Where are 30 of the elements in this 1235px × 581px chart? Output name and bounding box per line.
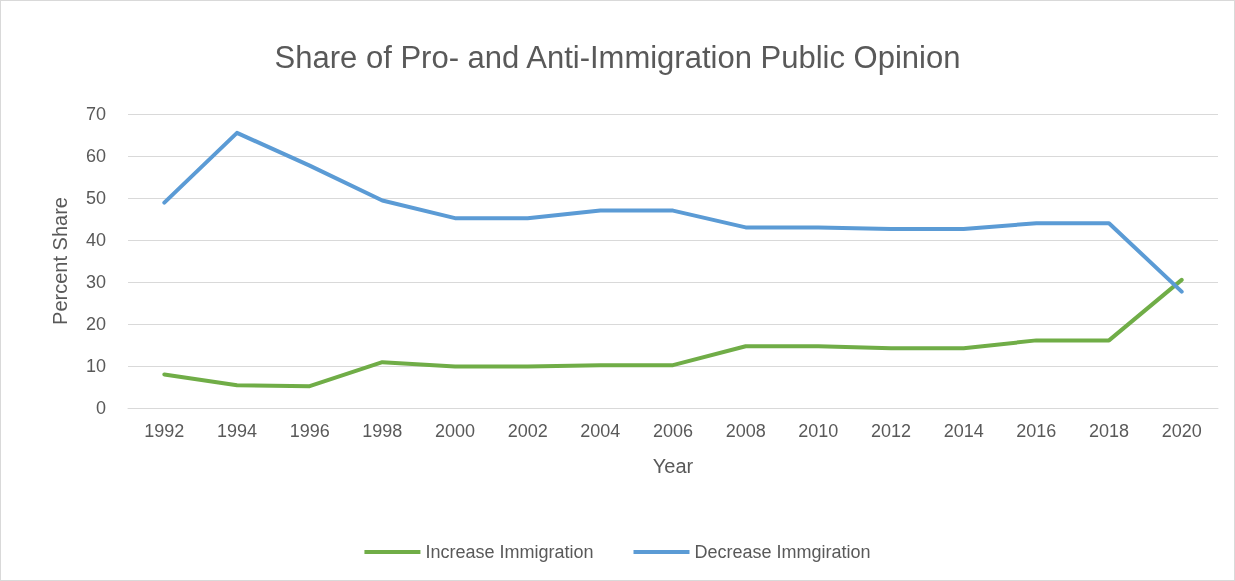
y-tick-label: 60	[85, 146, 106, 166]
x-tick-label: 2008	[725, 421, 766, 441]
x-tick-label: 2012	[870, 421, 912, 441]
x-tick-label: 1996	[289, 421, 330, 441]
x-tick-label: 2014	[943, 421, 984, 441]
y-axis-title: Percent Share	[49, 197, 71, 325]
x-tick-label: 1994	[216, 421, 258, 441]
legend-label: Increase Immigration	[425, 542, 594, 562]
chart-title: Share of Pro- and Anti-Immigration Public Opinion	[274, 40, 961, 75]
x-tick-label: 1992	[144, 421, 185, 441]
x-tick-label: 1998	[362, 421, 403, 441]
x-tick-label: 2018	[1088, 421, 1130, 441]
legend-label: Decrease Immgiration	[694, 542, 871, 562]
x-tick-label: 2016	[1016, 421, 1057, 441]
x-tick-label: 2010	[798, 421, 839, 441]
line-series	[162, 277, 1184, 389]
y-tick-label: 0	[95, 398, 106, 418]
x-axis-title: Year	[652, 455, 694, 477]
y-tick-label: 40	[85, 230, 106, 250]
y-tick-label: 70	[85, 104, 106, 124]
y-tick-label: 20	[85, 314, 106, 334]
y-tick-label: 50	[85, 188, 106, 208]
x-tick-label: 2004	[580, 421, 621, 441]
line-series	[162, 130, 1184, 294]
x-tick-label: 2020	[1161, 421, 1202, 441]
x-tick-label: 2002	[507, 421, 548, 441]
y-tick-label: 30	[85, 272, 106, 292]
y-tick-label: 10	[85, 356, 106, 376]
x-tick-label: 2006	[652, 421, 694, 441]
x-tick-label: 2000	[434, 421, 476, 441]
